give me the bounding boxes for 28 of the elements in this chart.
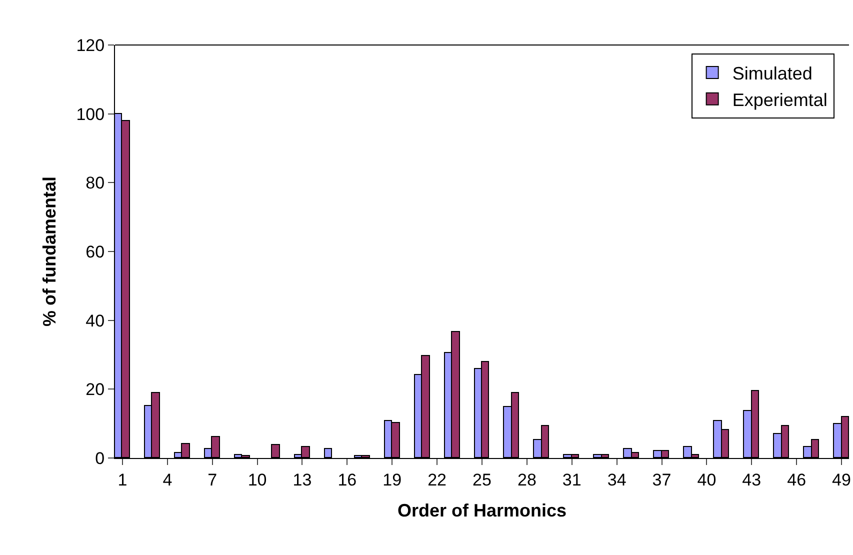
y-tick-label: 120 (76, 36, 105, 55)
x-tick-label: 40 (697, 470, 716, 490)
y-axis-title: % of fundamental (39, 176, 60, 327)
x-tick-label: 46 (787, 470, 806, 490)
legend-label: Simulated (732, 63, 812, 84)
x-tick-label: 25 (472, 470, 492, 490)
x-tick-label: 43 (742, 470, 762, 490)
y-tick-label: 20 (86, 380, 105, 400)
x-tick-label: 1 (118, 470, 128, 490)
x-tick-label: 19 (382, 470, 402, 490)
x-tick-label: 10 (248, 470, 267, 490)
x-tick-label: 13 (292, 470, 312, 490)
legend-label: Experiemtal (732, 90, 828, 110)
y-tick-label: 100 (76, 104, 105, 124)
x-tick-label: 7 (208, 470, 218, 490)
x-axis-title: Order of Harmonics (397, 500, 567, 520)
x-tick-label: 4 (162, 470, 172, 490)
y-tick-label: 0 (95, 448, 105, 468)
y-tick-label: 40 (86, 311, 105, 330)
x-tick-label: 31 (562, 470, 582, 490)
x-tick-label: 34 (607, 470, 626, 490)
x-tick-label: 28 (517, 470, 536, 490)
y-tick-label: 60 (86, 242, 105, 262)
y-tick-label: 80 (86, 174, 105, 193)
x-tick-label: 49 (832, 470, 851, 490)
x-tick-label: 22 (428, 470, 447, 490)
x-tick-label: 16 (338, 470, 357, 490)
x-tick-label: 37 (652, 470, 672, 490)
